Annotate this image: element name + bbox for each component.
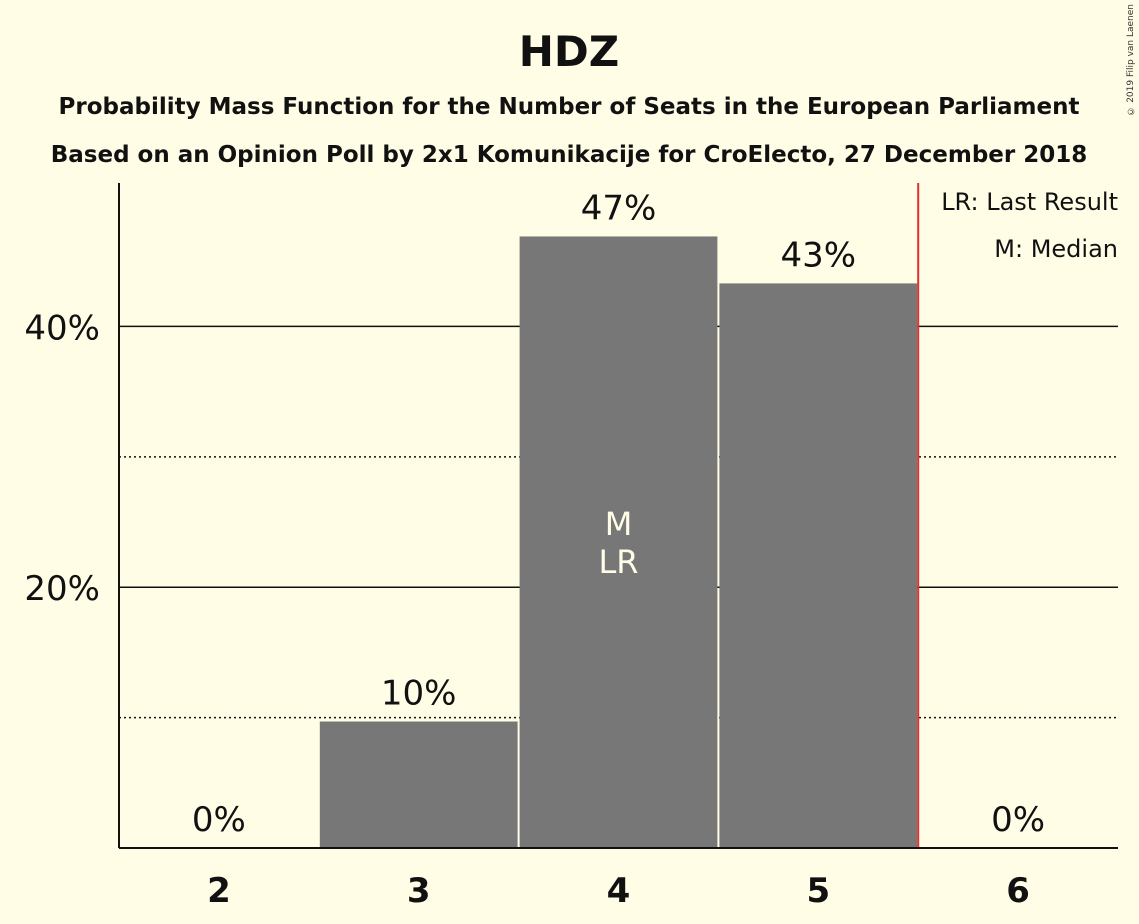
copyright-credit: © 2019 Filip van Laenen (1126, 4, 1136, 116)
x-tick-label: 6 (1006, 871, 1030, 911)
bar-value-label: 43% (781, 235, 857, 275)
y-tick-label: 20% (24, 569, 100, 609)
x-tick-label: 3 (407, 871, 431, 911)
last-result-marker: LR (598, 543, 638, 581)
bar-value-label: 0% (991, 800, 1045, 840)
x-tick-label: 2 (207, 871, 231, 911)
bar-value-label: 10% (381, 674, 457, 714)
bar-seats-3 (319, 721, 518, 848)
chart-subtitle: Probability Mass Function for the Number… (59, 94, 1080, 120)
bar-value-label: 0% (192, 800, 246, 840)
chart-subtitle-source: Based on an Opinion Poll by 2x1 Komunika… (51, 142, 1088, 168)
legend-last-result: LR: Last Result (941, 188, 1118, 216)
chart-title: HDZ (519, 27, 619, 76)
axes: 20% 40% 2 3 4 5 6 (24, 183, 1118, 911)
x-tick-label: 5 (806, 871, 830, 911)
value-labels: 0% 10% 47% MLR 43% 0% (192, 188, 1045, 840)
median-marker: M (605, 505, 633, 543)
legend-median: M: Median (994, 235, 1118, 263)
x-tick-label: 4 (607, 871, 631, 911)
y-tick-label: 40% (24, 308, 100, 348)
bar-seats-4 (519, 236, 718, 848)
bar-seats-5 (719, 283, 918, 848)
bar-value-label: 47% (581, 188, 657, 228)
bars (319, 183, 920, 848)
